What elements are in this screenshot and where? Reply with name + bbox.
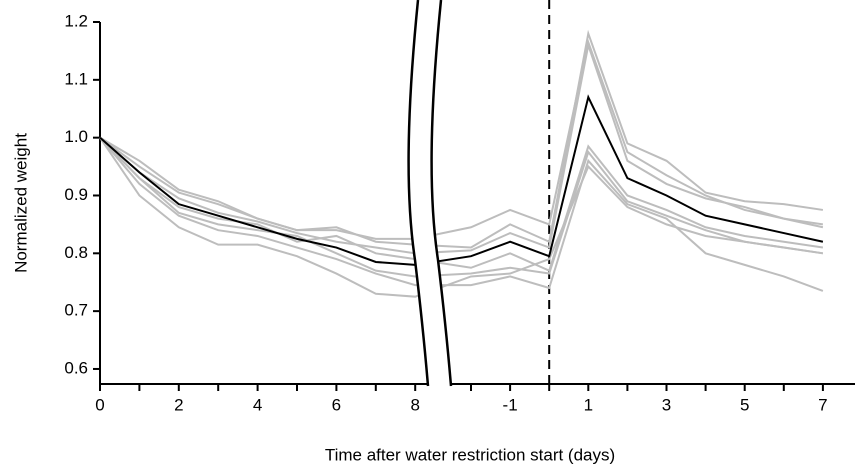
series-line bbox=[99, 136, 824, 273]
series-line bbox=[99, 29, 824, 249]
x-tick-label: 3 bbox=[662, 395, 671, 414]
x-tick-label: 6 bbox=[332, 395, 341, 414]
x-tick-label: 5 bbox=[740, 395, 749, 414]
x-tick-label: 2 bbox=[174, 395, 183, 414]
x-tick-label: 7 bbox=[818, 395, 827, 414]
y-tick-label: 0.7 bbox=[64, 301, 88, 320]
x-tick-label: 4 bbox=[253, 395, 262, 414]
x-tick-label: -1 bbox=[503, 395, 518, 414]
series-line bbox=[99, 94, 824, 266]
x-tick-label: 8 bbox=[410, 395, 419, 414]
series-line bbox=[99, 136, 824, 278]
series-line bbox=[99, 38, 824, 240]
axis-break-line bbox=[430, 0, 453, 387]
y-tick-label: 0.9 bbox=[64, 185, 88, 204]
x-axis-label: Time after water restriction start (days… bbox=[325, 445, 615, 464]
axis-break-line bbox=[407, 0, 430, 387]
series-line bbox=[99, 137, 824, 292]
y-tick-label: 1.0 bbox=[64, 127, 88, 146]
y-tick-label: 0.6 bbox=[64, 358, 88, 377]
x-tick-label: 0 bbox=[95, 395, 104, 414]
y-axis-label: Normalized weight bbox=[11, 133, 30, 273]
y-tick-label: 1.2 bbox=[64, 11, 88, 30]
y-tick-label: 0.8 bbox=[64, 243, 88, 262]
x-tick-label: 1 bbox=[584, 395, 593, 414]
y-tick-label: 1.1 bbox=[64, 69, 88, 88]
series-line bbox=[99, 41, 824, 255]
series-line bbox=[99, 137, 824, 298]
